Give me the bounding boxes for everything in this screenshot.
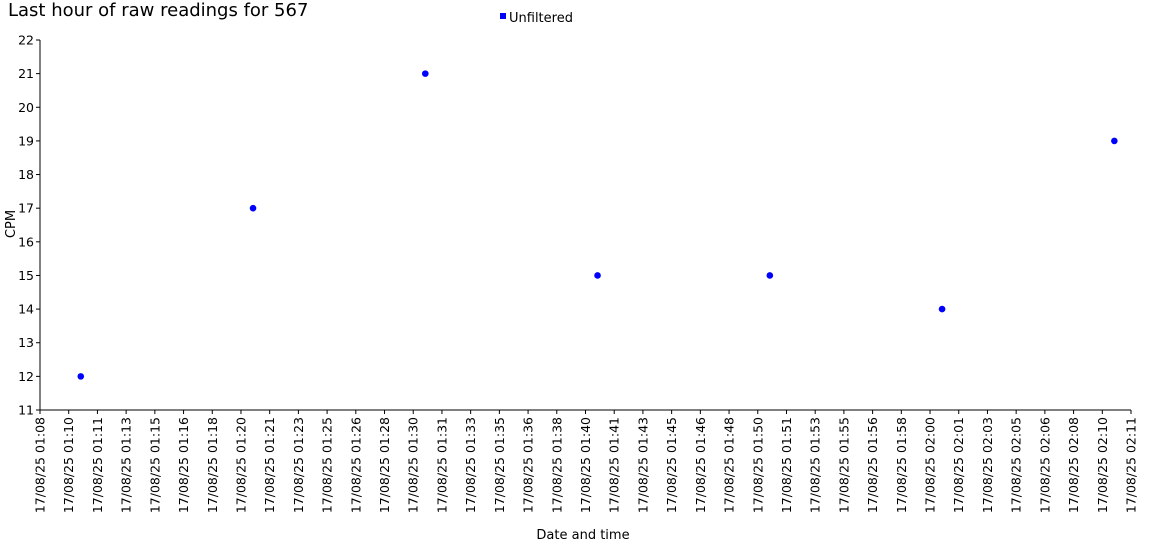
- x-tick-label: 17/08/25 01:45: [664, 417, 679, 513]
- x-tick-label: 17/08/25 01:41: [607, 417, 622, 513]
- data-point: [594, 272, 601, 279]
- y-tick-label: 13: [18, 335, 34, 350]
- y-tick-label: 18: [18, 167, 34, 182]
- x-tick-label: 17/08/25 01:16: [176, 417, 191, 513]
- x-tick-label: 17/08/25 01:13: [119, 417, 134, 513]
- data-point: [938, 305, 946, 313]
- y-tick-label: 11: [18, 403, 34, 418]
- x-tick-label: 17/08/25 02:00: [923, 417, 938, 513]
- x-tick-label: 17/08/25 02:08: [1066, 417, 1081, 513]
- x-tick-label: 17/08/25 01:31: [434, 417, 449, 513]
- x-tick-label: 17/08/25 01:25: [320, 417, 335, 513]
- x-tick-label: 17/08/25 01:46: [693, 417, 708, 513]
- x-tick-label: 17/08/25 02:10: [1095, 417, 1110, 513]
- y-tick-label: 15: [18, 268, 34, 283]
- y-tick-label: 16: [18, 234, 34, 249]
- x-tick-label: 17/08/25 01:30: [406, 417, 421, 513]
- x-tick-label: 17/08/25 01:56: [865, 417, 880, 513]
- x-tick-label: 17/08/25 02:05: [1009, 417, 1024, 513]
- x-axis-label: Date and time: [536, 528, 629, 543]
- x-tick-label: 17/08/25 01:08: [33, 417, 48, 513]
- x-tick-label: 17/08/25 01:35: [492, 417, 507, 513]
- x-tick-label: 17/08/25 01:23: [291, 417, 306, 513]
- data-point: [1111, 137, 1118, 145]
- x-tick-label: 17/08/25 01:21: [262, 417, 277, 513]
- legend: Unfiltered: [500, 11, 573, 26]
- x-tick-label: 17/08/25 01:18: [205, 417, 220, 513]
- x-tick-label: 17/08/25 01:15: [147, 417, 162, 513]
- y-axis: 11 12 13 14 15 16 17 18 19 20 21 22: [18, 33, 41, 418]
- data-points: [77, 70, 1118, 380]
- y-axis-label: CPM: [4, 210, 19, 238]
- y-tick-label: 20: [18, 100, 34, 115]
- x-tick-label: 17/08/25 02:11: [1124, 417, 1139, 513]
- x-tick-label: 17/08/25 01:50: [750, 417, 765, 513]
- x-tick-label: 17/08/25 01:55: [836, 417, 851, 513]
- legend-label-unfiltered: Unfiltered: [509, 11, 573, 26]
- data-point: [77, 373, 85, 380]
- y-tick-label: 17: [18, 201, 34, 216]
- x-tick-label: 17/08/25 01:40: [578, 417, 593, 513]
- x-tick-label: 17/08/25 01:33: [463, 417, 478, 513]
- x-tick-label: 17/08/25 01:11: [90, 417, 105, 513]
- x-tick-label: 17/08/25 02:06: [1037, 417, 1052, 513]
- chart-title: Last hour of raw readings for 567: [8, 0, 308, 21]
- data-point: [421, 70, 429, 77]
- data-point: [249, 204, 257, 212]
- x-tick-label: 17/08/25 01:36: [521, 417, 536, 513]
- legend-marker-unfiltered: [500, 13, 506, 19]
- x-tick-label: 17/08/25 01:43: [635, 417, 650, 513]
- x-tick-label: 17/08/25 01:53: [808, 417, 823, 513]
- x-tick-label: 17/08/25 01:10: [61, 417, 76, 513]
- x-tick-label: 17/08/25 01:28: [377, 417, 392, 513]
- x-axis: 17/08/25 01:08 17/08/25 01:10 17/08/25 01:…: [33, 409, 1139, 513]
- x-tick-label: 17/08/25 01:58: [894, 417, 909, 513]
- x-tick-label: 17/08/25 02:03: [980, 417, 995, 513]
- x-tick-label: 17/08/25 01:20: [233, 417, 248, 513]
- data-point: [766, 272, 774, 279]
- x-tick-label: 17/08/25 01:51: [779, 417, 794, 513]
- x-tick-label: 17/08/25 01:26: [348, 417, 363, 513]
- y-tick-label: 12: [18, 369, 34, 384]
- y-tick-label: 21: [18, 66, 34, 81]
- y-tick-label: 19: [18, 133, 34, 148]
- x-tick-label: 17/08/25 02:01: [951, 417, 966, 513]
- x-tick-label: 17/08/25 01:48: [722, 417, 737, 513]
- y-tick-label: 14: [18, 302, 34, 317]
- x-tick-label: 17/08/25 01:38: [549, 417, 564, 513]
- y-tick-label: 22: [18, 33, 34, 48]
